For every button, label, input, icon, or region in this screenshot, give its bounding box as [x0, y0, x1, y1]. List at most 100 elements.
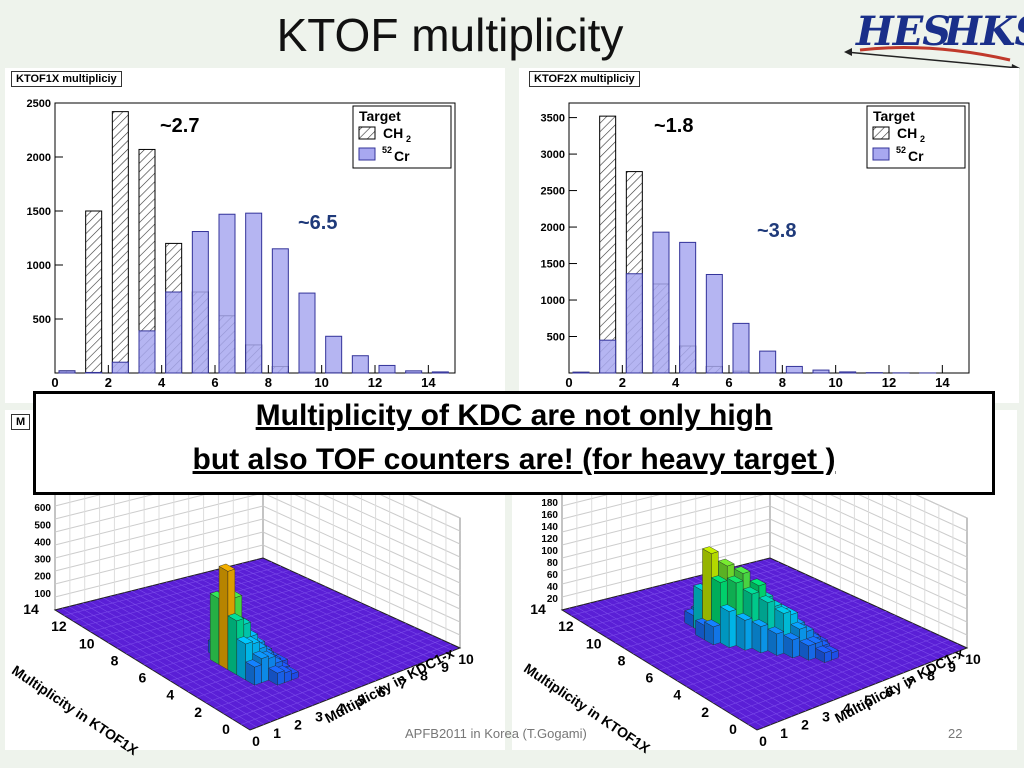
floor-grid	[255, 559, 454, 652]
x-tick-label: 0	[759, 733, 767, 749]
legend-label-ch2: CH	[897, 125, 917, 141]
x-tick-label: 10	[828, 375, 842, 390]
floor-grid	[75, 604, 272, 723]
x-tick-label: 6	[378, 684, 386, 700]
logo-hes: HES	[856, 8, 951, 55]
x-tick-label: 1	[273, 725, 281, 741]
floor-grid	[735, 566, 933, 662]
x-tick-label: 0	[252, 733, 260, 749]
x-tick-label: 8	[265, 375, 272, 390]
bar-cr	[245, 212, 263, 374]
x-tick-label: 8	[779, 375, 786, 390]
callout-line-1: Multiplicity of KDC are not only high	[255, 399, 773, 432]
x-tick-label: 4	[336, 700, 344, 716]
floor-grid	[165, 582, 363, 687]
y-tick-label: 10	[586, 635, 602, 651]
x-tick-label: 5	[357, 692, 365, 708]
bar-cr	[325, 335, 343, 374]
legend-title: Target	[873, 108, 915, 124]
y-tick-label: 2	[194, 704, 202, 720]
ktof2x-panel: 500 1000 1500 2000 2500 3000 3500 0 2 4 6 8 10 12 14 Ta…	[519, 68, 1019, 403]
floor-grid	[568, 608, 765, 728]
bar-cr	[298, 292, 316, 374]
bar-cr	[572, 371, 590, 374]
y-tick-label: 3000	[541, 149, 565, 161]
x-tick-label: 3	[822, 708, 830, 724]
callout-box: Multiplicity of KDC are not only high bu…	[33, 391, 995, 495]
x-tick-label: 14	[935, 375, 950, 390]
ktof2x-chart: 500 1000 1500 2000 2500 3000 3500 0 2 4 6 8 10 12 14 Ta…	[541, 102, 970, 390]
x-tick-label: 9	[948, 659, 956, 675]
legend-subscript: 2	[920, 134, 925, 144]
x-tick-label: 6	[885, 684, 893, 700]
footer-text: APFB2011 in Korea (T.Gogami)	[405, 726, 587, 741]
bar-cr	[625, 273, 643, 374]
x-tick-label: 6	[725, 375, 732, 390]
x-tick-label: 4	[672, 375, 680, 390]
lego-bar	[719, 604, 737, 649]
floor-grid	[749, 562, 947, 657]
legend-label-ch2: CH	[383, 125, 403, 141]
z-tick-label: 60	[547, 570, 559, 581]
bar-ch2	[111, 111, 129, 374]
x-tick-label: 2	[105, 375, 112, 390]
lego-bar	[799, 638, 817, 661]
floor-grid	[214, 569, 412, 668]
x-tick-label: 0	[565, 375, 572, 390]
bar-cr	[839, 371, 857, 374]
y-tick-label: 4	[166, 687, 174, 703]
y-tick-label: 0	[729, 721, 737, 737]
lego-bar	[767, 626, 785, 656]
floor-grid	[756, 561, 954, 654]
floor-grid	[96, 599, 293, 714]
bar-ch2	[85, 210, 103, 374]
floor-grid	[617, 595, 814, 709]
floor-grid	[61, 608, 258, 728]
y-tick-label: 500	[547, 332, 565, 344]
floor-grid	[68, 606, 265, 725]
floor-grid	[89, 601, 286, 717]
x-tick-label: 8	[420, 667, 428, 683]
y-tick-label: 2500	[541, 186, 565, 198]
x-tick-label: 2	[294, 717, 302, 733]
bar-cr	[599, 339, 617, 374]
y-tick-label: 8	[111, 652, 119, 668]
y-tick-label: 1000	[27, 260, 51, 272]
floor-grid	[762, 559, 961, 652]
bar-cr	[191, 231, 209, 374]
callout-line-2: but also TOF counters are! (for heavy ta…	[192, 443, 836, 476]
x-tick-label: 2	[801, 717, 809, 733]
x-tick-label: 3	[315, 708, 323, 724]
bar-cr	[138, 330, 156, 374]
hes-hks-logo: HES HKS	[840, 2, 1024, 74]
z-tick-label: 600	[34, 503, 51, 514]
floor-grid	[207, 571, 405, 671]
x-tick-label: 2	[619, 375, 626, 390]
y-tick-label: 2000	[27, 152, 51, 164]
x-tick-label: 10	[965, 651, 981, 667]
legend-swatch-ch2	[358, 126, 376, 140]
legend-subscript: 2	[406, 134, 411, 144]
legend-superscript: 52	[382, 145, 392, 155]
lego-bar	[815, 645, 832, 663]
floor-grid	[242, 562, 440, 657]
z-tick-label: 180	[541, 498, 558, 509]
y-tick-label: 10	[79, 635, 95, 651]
x-tick-label: 6	[211, 375, 218, 390]
z-tick-label: 100	[541, 546, 558, 557]
ktof1x-chart-title: KTOF1X multipliciy	[11, 71, 122, 87]
z-tick-label: 500	[34, 520, 51, 531]
y-tick-label: 1500	[541, 259, 565, 271]
z-tick-label: 40	[547, 582, 559, 593]
lego-bar	[783, 632, 801, 659]
y-tick-label: 12	[51, 618, 67, 634]
floor-grid	[82, 602, 279, 720]
floor-grid	[624, 594, 821, 706]
legend-superscript: 52	[896, 145, 906, 155]
y-tick-label: 3500	[541, 113, 565, 125]
lego-bar	[703, 619, 721, 646]
x-tick-label: 4	[158, 375, 166, 390]
floor-grid	[249, 561, 447, 654]
